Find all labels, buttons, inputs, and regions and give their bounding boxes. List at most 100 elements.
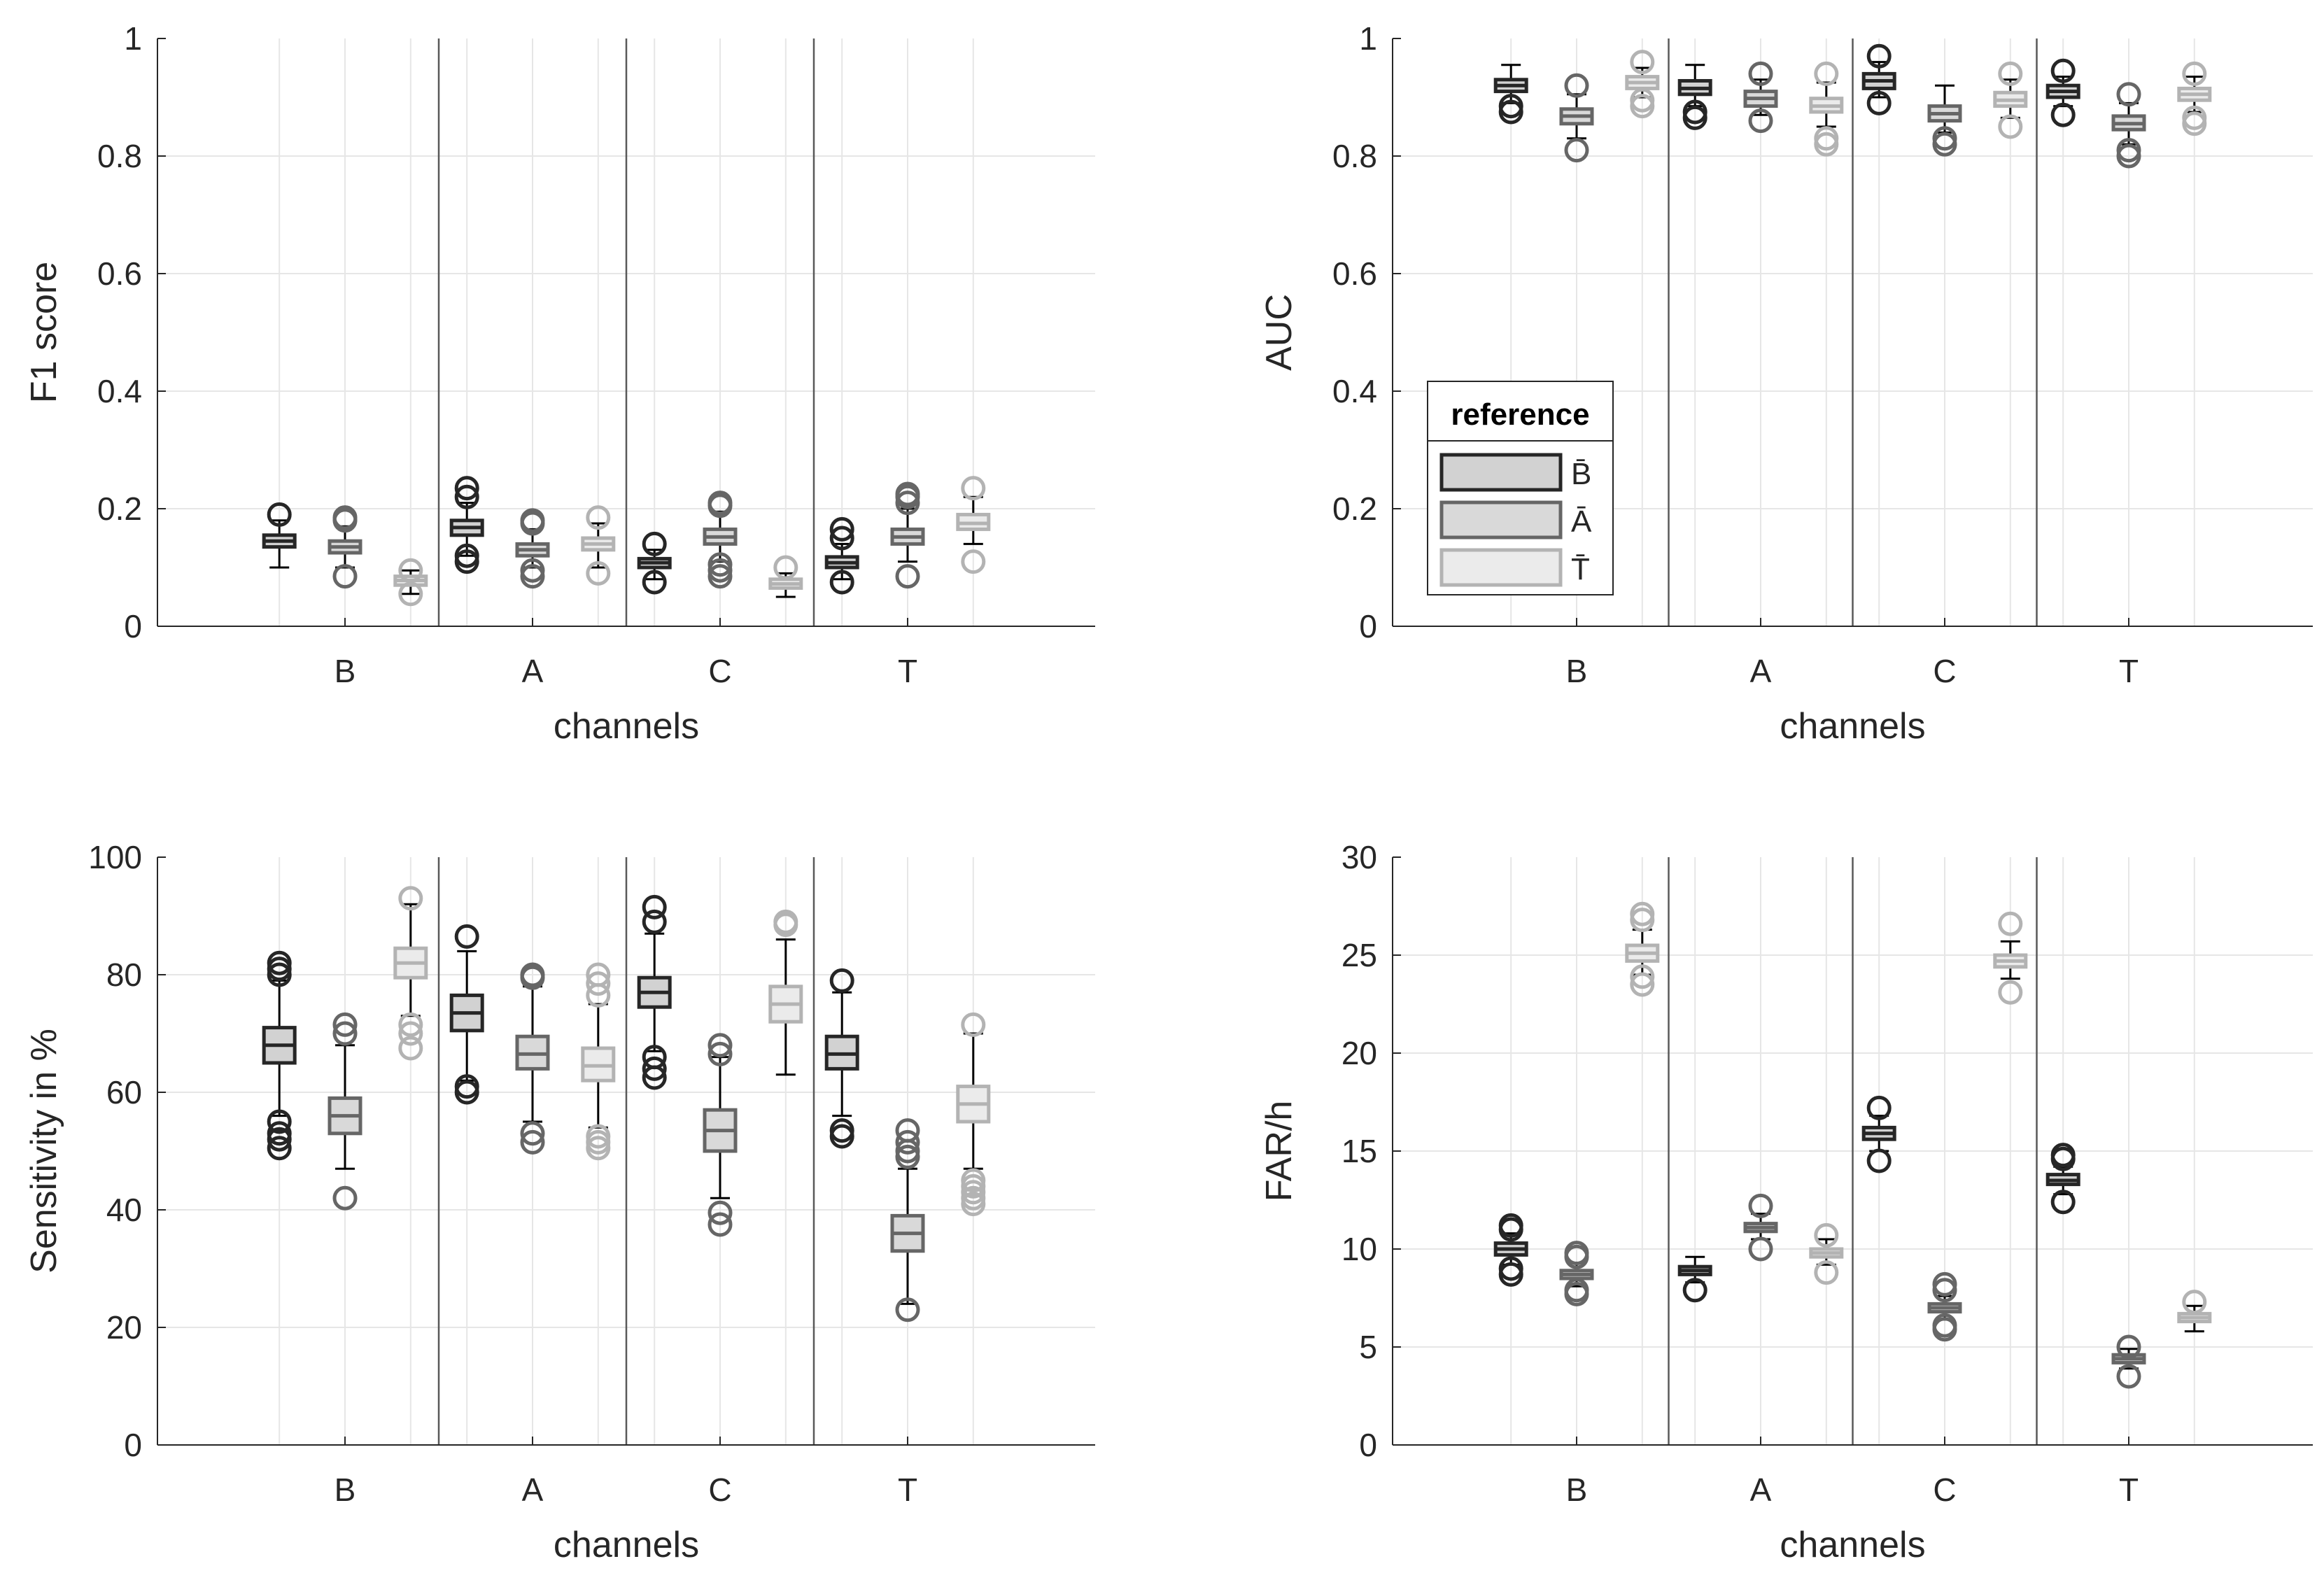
outlier-point (454, 924, 479, 949)
y-tick-label: 25 (1341, 937, 1377, 973)
outlier-point (1998, 61, 2023, 86)
outlier-point (2050, 1143, 2076, 1168)
x-category-label: T (898, 1472, 917, 1508)
outlier-point (642, 1056, 667, 1081)
y-tick-label: 60 (106, 1074, 142, 1110)
outlier-point (707, 491, 733, 516)
outlier-point (2050, 102, 2076, 127)
x-category-label: B (334, 1472, 356, 1508)
outlier-point (1932, 126, 1957, 151)
outlier-point (1998, 980, 2023, 1005)
legend-swatch (1439, 500, 1563, 539)
outlier-point (398, 1021, 423, 1046)
outlier-point (642, 894, 667, 919)
outlier-point (2050, 1190, 2076, 1215)
outlier-point (773, 555, 798, 580)
outlier-point (1814, 126, 1839, 151)
outlier-point (267, 1109, 292, 1134)
outlier-point (2116, 138, 2141, 163)
outlier-point (961, 549, 986, 574)
y-tick-label: 0 (1359, 1427, 1377, 1463)
outlier-point (520, 1129, 545, 1155)
x-axis-label: channels (1780, 1525, 1925, 1565)
outlier-point (1866, 1095, 1892, 1120)
outlier-point (332, 1185, 358, 1211)
outlier-point (895, 481, 920, 507)
x-category-label: C (708, 653, 731, 689)
y-axis-label: F1 score (24, 262, 64, 403)
x-category-label: B (334, 653, 356, 689)
outlier-point (829, 570, 854, 595)
outlier-point (2050, 58, 2076, 83)
y-tick-label: 80 (106, 957, 142, 993)
outlier-point (586, 560, 611, 586)
outlier-point (2116, 82, 2141, 107)
outlier-point (895, 564, 920, 589)
outlier-point (1630, 87, 1655, 113)
outlier-point (1630, 972, 1655, 997)
outlier-point (398, 1036, 423, 1061)
y-tick-label: 0.4 (1332, 373, 1377, 409)
outlier-point (707, 1033, 733, 1058)
outlier-point (454, 484, 479, 509)
legend-entry-label: Ā (1571, 505, 1592, 539)
y-tick-label: 10 (1341, 1231, 1377, 1267)
y-tick-label: 40 (106, 1192, 142, 1228)
y-tick-label: 20 (106, 1309, 142, 1346)
x-category-label: A (1750, 653, 1772, 689)
outlier-point (1748, 61, 1773, 86)
outlier-point (267, 1121, 292, 1146)
outlier-point (332, 1012, 358, 1037)
outlier-point (1564, 1278, 1589, 1303)
outlier-point (1630, 50, 1655, 75)
outlier-point (520, 508, 545, 533)
outlier-point (586, 971, 611, 996)
outlier-point (1498, 94, 1523, 119)
outlier-point (398, 558, 423, 583)
outlier-point (1998, 114, 2023, 139)
y-tick-label: 0.6 (1332, 255, 1377, 292)
outlier-point (829, 516, 854, 542)
y-tick-label: 0 (1359, 608, 1377, 644)
outlier-point (961, 1168, 986, 1193)
outlier-point (2116, 1334, 2141, 1360)
y-tick-label: 0.2 (97, 491, 142, 527)
outlier-point (1748, 108, 1773, 134)
outlier-point (1814, 61, 1839, 86)
outlier-point (1682, 99, 1707, 125)
x-category-label: A (522, 1472, 544, 1508)
outlier-point (1932, 1313, 1957, 1338)
outlier-point (707, 552, 733, 577)
outlier-point (2182, 1290, 2207, 1315)
y-tick-label: 5 (1359, 1329, 1377, 1365)
legend-swatch (1439, 548, 1563, 587)
outlier-point (586, 962, 611, 987)
outlier-point (1498, 1256, 1523, 1281)
y-tick-label: 0 (124, 1427, 142, 1463)
y-tick-label: 1 (124, 20, 142, 57)
outlier-point (1630, 964, 1655, 989)
outlier-point (332, 505, 358, 530)
y-tick-label: 100 (88, 839, 142, 875)
outlier-point (454, 1074, 479, 1099)
outlier-point (1748, 1236, 1773, 1262)
x-axis-label: channels (554, 706, 699, 747)
legend-swatch (1439, 453, 1563, 492)
y-tick-label: 0.8 (1332, 138, 1377, 174)
outlier-point (773, 909, 798, 934)
y-tick-label: 15 (1341, 1133, 1377, 1169)
outlier-point (829, 525, 854, 551)
outlier-point (1998, 911, 2023, 936)
outlier-point (1682, 1278, 1707, 1303)
outlier-point (1866, 43, 1892, 69)
outlier-point (398, 1012, 423, 1037)
outlier-point (586, 1124, 611, 1149)
outlier-point (642, 909, 667, 934)
y-axis-label: AUC (1259, 294, 1300, 371)
outlier-point (1866, 1148, 1892, 1173)
outlier-point (520, 558, 545, 583)
outlier-point (267, 950, 292, 975)
